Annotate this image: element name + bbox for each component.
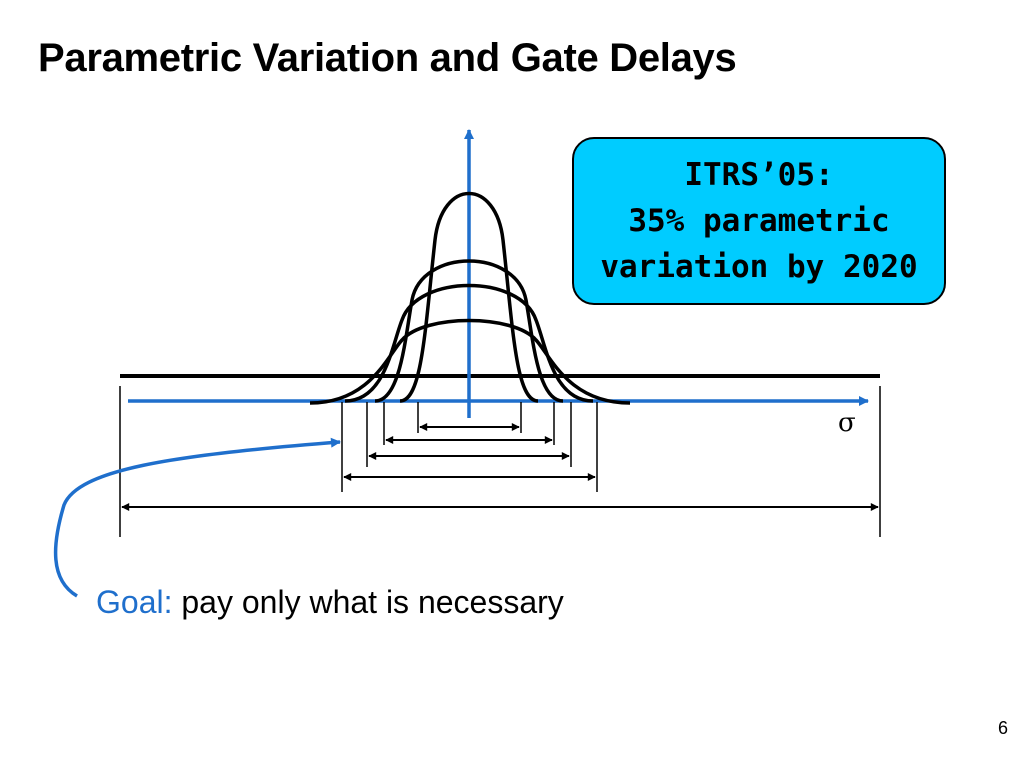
distribution-curve-3 [344,283,594,403]
extension-lines [119,386,881,537]
distribution-curve-1 [399,191,539,403]
sigma-axis-label: σ [838,408,856,438]
goal-statement: Goal: pay only what is necessary [96,584,564,621]
goal-curved-arrow-icon [53,437,341,598]
dimension-arrows [121,423,879,511]
callout-line-3: variation by 2020 [600,249,918,285]
callout-line-1: ITRS’05: [684,157,834,193]
itrs-callout-box: ITRS’05: 35% parametric variation by 202… [572,137,946,305]
goal-text: pay only what is necessary [172,584,564,620]
callout-line-2: 35% parametric [628,203,890,239]
slide-title: Parametric Variation and Gate Delays [38,36,737,80]
page-number: 6 [998,718,1009,738]
goal-label: Goal: [96,584,173,620]
distribution-curves [309,191,631,405]
distribution-curve-2 [374,259,564,403]
distribution-curve-4 [309,318,631,405]
